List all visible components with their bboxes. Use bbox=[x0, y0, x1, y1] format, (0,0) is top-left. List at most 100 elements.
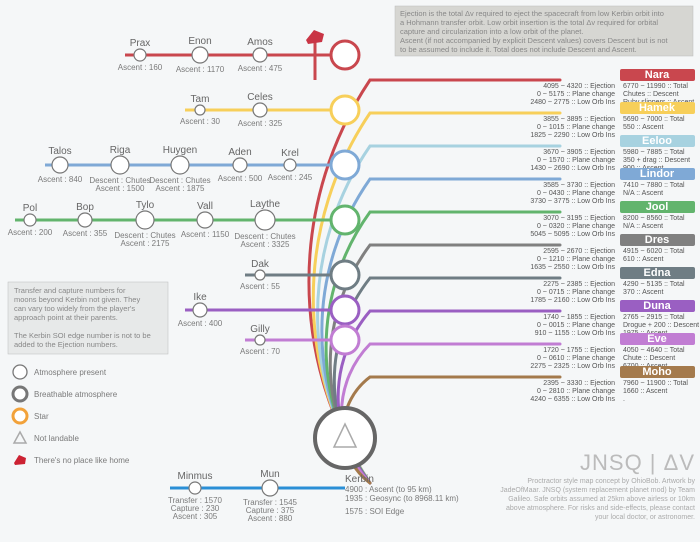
moon-stat: Ascent : 325 bbox=[238, 119, 283, 128]
planet-data-left: 3070 ~ 3195 :: Ejection bbox=[543, 215, 615, 222]
moon-hub bbox=[331, 326, 359, 354]
moon-stat: Ascent : 245 bbox=[268, 173, 313, 182]
planet-name: Duna bbox=[643, 300, 671, 312]
kerbin-soi: 1575 : SOI Edge bbox=[345, 507, 405, 516]
kerbin-stat: 1935 : Geosync (to 8968.11 km) bbox=[345, 494, 459, 503]
planet-name: Eeloo bbox=[642, 135, 672, 147]
moon-hub bbox=[331, 261, 359, 289]
planet-data-left: 5045 ~ 5095 :: Low Orb Ins bbox=[530, 231, 615, 238]
moon-name: Tam bbox=[191, 94, 210, 105]
planet-data-left: 3730 ~ 3775 :: Low Orb Ins bbox=[530, 198, 615, 205]
legend-home-icon bbox=[14, 455, 26, 465]
title-line: to be assumed to include it. Total does … bbox=[400, 45, 637, 54]
title-line: Ejection is the total Δv required to eje… bbox=[400, 9, 664, 18]
planet-data-right: 370 :: Ascent bbox=[623, 289, 664, 296]
title-line: capture and circularization into a low o… bbox=[400, 27, 583, 36]
planet-data-left: 3855 ~ 3895 :: Ejection bbox=[543, 116, 615, 123]
moon-name: Talos bbox=[48, 146, 71, 157]
planet-name: Jool bbox=[646, 201, 669, 213]
planet-data-right: Chutes :: Descent bbox=[623, 91, 679, 98]
planet-data-right: 4915 ~ 6020 :: Total bbox=[623, 248, 685, 255]
moon-stat: Ascent : 1170 bbox=[176, 65, 225, 74]
side-note-line: Transfer and capture numbers for bbox=[14, 286, 126, 295]
planet-data-left: 2275 ~ 2325 :: Low Orb Ins bbox=[530, 363, 615, 370]
moon-body bbox=[253, 103, 267, 117]
planet-data-right: 5980 ~ 7885 :: Total bbox=[623, 149, 685, 156]
planet-data-right: 5690 ~ 7000 :: Total bbox=[623, 116, 685, 123]
legend-label: Star bbox=[34, 412, 49, 421]
moon-name: Laythe bbox=[250, 199, 280, 210]
planet-data-left: 2275 ~ 2385 :: Ejection bbox=[543, 281, 615, 288]
home-icon bbox=[306, 30, 324, 44]
planet-data-right: 4290 ~ 5135 :: Total bbox=[623, 281, 685, 288]
kerbin-name: Kerbin bbox=[345, 474, 374, 485]
moon-body bbox=[255, 210, 275, 230]
moon-hub bbox=[331, 96, 359, 124]
planet-data-left: 2395 ~ 3330 :: Ejection bbox=[543, 380, 615, 387]
moon-stat: Ascent : 840 bbox=[38, 175, 83, 184]
planet-name: Hamek bbox=[639, 102, 676, 114]
moon-name: Huygen bbox=[163, 145, 197, 156]
planet-data-left: 0 ~ 1015 :: Plane change bbox=[537, 124, 615, 131]
side-note-line: moons beyond Kerbin not given. They bbox=[14, 295, 140, 304]
planet-data-left: 0 ~ 1570 :: Plane change bbox=[537, 157, 615, 164]
legend-label: Breathable atmosphere bbox=[34, 390, 118, 399]
moon-stat: Ascent : 2175 bbox=[121, 239, 170, 248]
planet-data-right: . bbox=[623, 396, 625, 403]
title-line: a Hohmann transfer orbit. Low orbit inse… bbox=[400, 18, 658, 27]
side-note-line: The Kerbin SOI edge number is not to be bbox=[14, 331, 151, 340]
moon-stat: Ascent : 70 bbox=[240, 347, 281, 356]
moon-hub bbox=[331, 296, 359, 324]
legend-tri-icon bbox=[14, 432, 26, 443]
planet-data-left: 1740 ~ 1855 :: Ejection bbox=[543, 314, 615, 321]
planet-data-left: 0 ~ 2810 :: Plane change bbox=[537, 388, 615, 395]
moon-body bbox=[136, 211, 154, 229]
planet-data-left: 0 ~ 0430 :: Plane change bbox=[537, 190, 615, 197]
moon-name: Riga bbox=[110, 145, 131, 156]
kerbin-moon-stat: Ascent : 305 bbox=[173, 512, 218, 521]
planet-data-left: 3670 ~ 3905 :: Ejection bbox=[543, 149, 615, 156]
kerbin-body bbox=[315, 408, 375, 468]
planet-data-left: 910 ~ 1155 :: Low Orb Ins bbox=[535, 330, 616, 337]
moon-body bbox=[253, 48, 267, 62]
moon-body bbox=[233, 158, 247, 172]
moon-stat: Ascent : 200 bbox=[8, 228, 53, 237]
moon-name: Amos bbox=[247, 37, 273, 48]
moon-body bbox=[255, 270, 265, 280]
planet-data-right: 550 :: Ascent bbox=[623, 124, 664, 131]
planet-data-right: 6770 ~ 11990 :: Total bbox=[623, 83, 688, 90]
moon-hub bbox=[331, 206, 359, 234]
planet-data-right: N/A :: Ascent bbox=[623, 223, 663, 230]
planet-data-left: 2480 ~ 2775 :: Low Orb Ins bbox=[530, 99, 615, 106]
moon-name: Pol bbox=[23, 203, 37, 214]
planet-name: Nara bbox=[645, 69, 670, 81]
moon-stat: Ascent : 1875 bbox=[156, 184, 205, 193]
moon-body bbox=[192, 47, 208, 63]
legend-circle-icon bbox=[13, 387, 27, 401]
moon-body bbox=[111, 156, 129, 174]
kerbin-moon-name: Mun bbox=[260, 469, 279, 480]
planet-data-left: 0 ~ 0320 :: Plane change bbox=[537, 223, 615, 230]
planet-data-left: 4240 ~ 6355 :: Low Orb Ins bbox=[530, 396, 615, 403]
planet-arc bbox=[342, 344, 560, 483]
moon-name: Gilly bbox=[250, 324, 269, 335]
moon-body bbox=[195, 105, 205, 115]
moon-name: Ike bbox=[193, 292, 207, 303]
planet-data-left: 0 ~ 1210 :: Plane change bbox=[537, 256, 615, 263]
planet-data-right: Drogue + 200 :: Descent bbox=[623, 322, 699, 329]
moon-name: Celes bbox=[247, 92, 273, 103]
moon-stat: Ascent : 30 bbox=[180, 117, 221, 126]
planet-name: Eve bbox=[647, 333, 667, 345]
moon-body bbox=[284, 159, 296, 171]
planet-name: Moho bbox=[642, 366, 672, 378]
planet-data-right: 2765 ~ 2915 :: Total bbox=[623, 314, 685, 321]
moon-stat: Ascent : 475 bbox=[238, 64, 283, 73]
planet-data-left: 1825 ~ 2290 :: Low Orb Ins bbox=[530, 132, 615, 139]
side-note-line: added to the Ejection numbers. bbox=[14, 340, 118, 349]
kerbin-stat: 4900 : Ascent (to 95 km) bbox=[345, 485, 432, 494]
planet-arc bbox=[338, 311, 560, 483]
moon-body bbox=[78, 213, 92, 227]
planet-data-right: Chute :: Descent bbox=[623, 355, 675, 362]
brand: JNSQ | ΔV bbox=[580, 450, 695, 475]
credit-line: above atmosphere. For risks and side-eff… bbox=[506, 505, 695, 512]
